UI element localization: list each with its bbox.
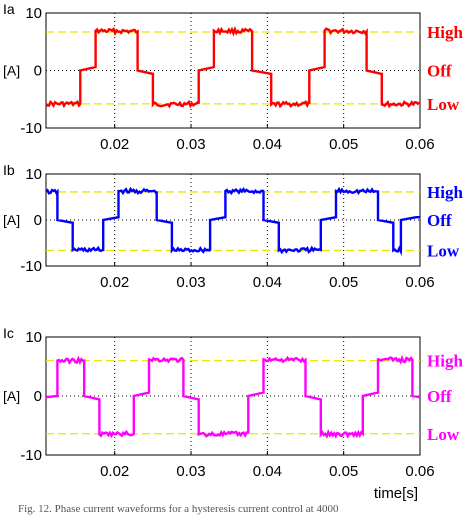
y-axis-name: Ic (3, 325, 14, 341)
x-tick-label: 0.04 (253, 136, 282, 153)
state-label-high: High (427, 352, 463, 371)
chart-panel-a: 10 0 -10 Ia [A] 0.02 0.03 0.04 0.05 0.06 High Off Lo… (3, 1, 463, 153)
waveform-series (45, 354, 421, 439)
state-label-low: Low (427, 95, 460, 114)
y-tick-label: -10 (20, 258, 42, 275)
state-label-high: High (427, 183, 463, 202)
x-tick-label: 0.05 (329, 136, 358, 153)
waveform-series (45, 25, 421, 109)
x-tick-label: 0.06 (405, 274, 434, 291)
y-axis-unit: [A] (3, 212, 20, 228)
state-label-off: Off (427, 211, 452, 230)
y-axis-unit: [A] (3, 388, 20, 404)
x-tick-label: 0.04 (253, 274, 282, 291)
state-label-off: Off (427, 62, 452, 81)
state-label-low: Low (427, 425, 460, 444)
x-tick-label: 0.03 (176, 136, 205, 153)
x-tick-label: 0.06 (405, 136, 434, 153)
y-tick-label: 10 (25, 329, 42, 346)
x-tick-label: 0.02 (100, 463, 129, 480)
x-axis-label: time[s] (374, 485, 418, 502)
state-label-off: Off (427, 387, 452, 406)
x-tick-label: 0.06 (405, 463, 434, 480)
x-tick-label: 0.02 (100, 136, 129, 153)
state-label-low: Low (427, 241, 460, 260)
y-tick-label: -10 (20, 447, 42, 464)
state-label-high: High (427, 23, 463, 42)
y-tick-label: -10 (20, 120, 42, 137)
y-tick-label: 0 (34, 63, 42, 80)
waveform-series (45, 186, 420, 257)
x-tick-label: 0.03 (176, 463, 205, 480)
y-tick-label: 10 (25, 5, 42, 22)
figure-caption: Fig. 12. Phase current waveforms for a h… (18, 503, 339, 515)
x-tick-label: 0.04 (253, 463, 282, 480)
y-axis-name: Ib (3, 162, 15, 178)
x-tick-label: 0.02 (100, 274, 129, 291)
y-axis-unit: [A] (3, 63, 20, 79)
x-tick-label: 0.05 (329, 274, 358, 291)
chart-panel-c: 10 0 -10 Ic [A] 0.02 0.03 0.04 0.05 0.06 time[s] Hi… (3, 325, 463, 502)
y-tick-label: 0 (34, 212, 42, 229)
x-tick-label: 0.03 (176, 274, 205, 291)
chart-panel-b: 10 0 -10 Ib [A] 0.02 0.03 0.04 0.05 0.06 High Off Lo… (3, 162, 463, 291)
y-tick-label: 0 (34, 388, 42, 405)
y-axis-name: Ia (3, 1, 15, 17)
y-tick-label: 10 (25, 166, 42, 183)
x-tick-label: 0.05 (329, 463, 358, 480)
